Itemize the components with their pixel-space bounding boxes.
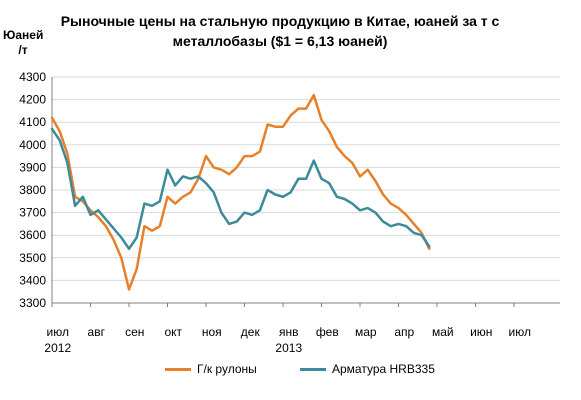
legend: Г/к рулоны Арматура HRB335 <box>0 362 581 382</box>
series-line-1 <box>50 127 431 251</box>
x-tick-label: июл <box>47 325 69 339</box>
x-tick-label: апр <box>394 325 414 339</box>
legend-item-rebar: Арматура HRB335 <box>300 362 435 376</box>
y-tick-label: 4300 <box>19 70 46 84</box>
x-tick-year-label: 2013 <box>275 341 302 355</box>
x-tick-label: дек <box>241 325 261 339</box>
y-tick-label: 4100 <box>19 115 46 129</box>
x-tick-label: янв <box>279 325 299 339</box>
legend-item-hot-rolled: Г/к рулоны <box>165 362 257 376</box>
chart-title: Рыночные цены на стальную продукцию в Ки… <box>60 13 500 49</box>
x-tick-year-label: 2012 <box>44 341 71 355</box>
y-tick-label: 3500 <box>19 251 46 265</box>
x-tick-label: июн <box>470 325 492 339</box>
y-axis-label: Юаней /т <box>3 28 44 57</box>
y-tick-label: 3800 <box>19 183 46 197</box>
x-tick-label: сен <box>125 325 144 339</box>
x-tick-label: май <box>432 325 454 339</box>
series-line-0 <box>50 93 431 291</box>
y-tick-label: 3900 <box>19 160 46 174</box>
legend-swatch-hot-rolled <box>165 367 191 371</box>
x-tick-label: авг <box>88 325 106 339</box>
x-tick-label: ноя <box>202 325 222 339</box>
y-tick-label: 3300 <box>19 296 46 310</box>
y-tick-label: 3400 <box>19 273 46 287</box>
x-tick-label: фев <box>316 325 339 339</box>
y-tick-label: 4000 <box>19 138 46 152</box>
legend-swatch-rebar <box>300 367 326 371</box>
y-tick-label: 4200 <box>19 93 46 107</box>
y-tick-label: 3700 <box>19 206 46 220</box>
legend-label-rebar: Арматура HRB335 <box>332 362 435 376</box>
x-tick-label: окт <box>164 325 182 339</box>
y-tick-label: 3600 <box>19 228 46 242</box>
legend-label-hot-rolled: Г/к рулоны <box>197 362 257 376</box>
x-tick-label: мар <box>355 325 377 339</box>
x-tick-label: июл <box>509 325 531 339</box>
